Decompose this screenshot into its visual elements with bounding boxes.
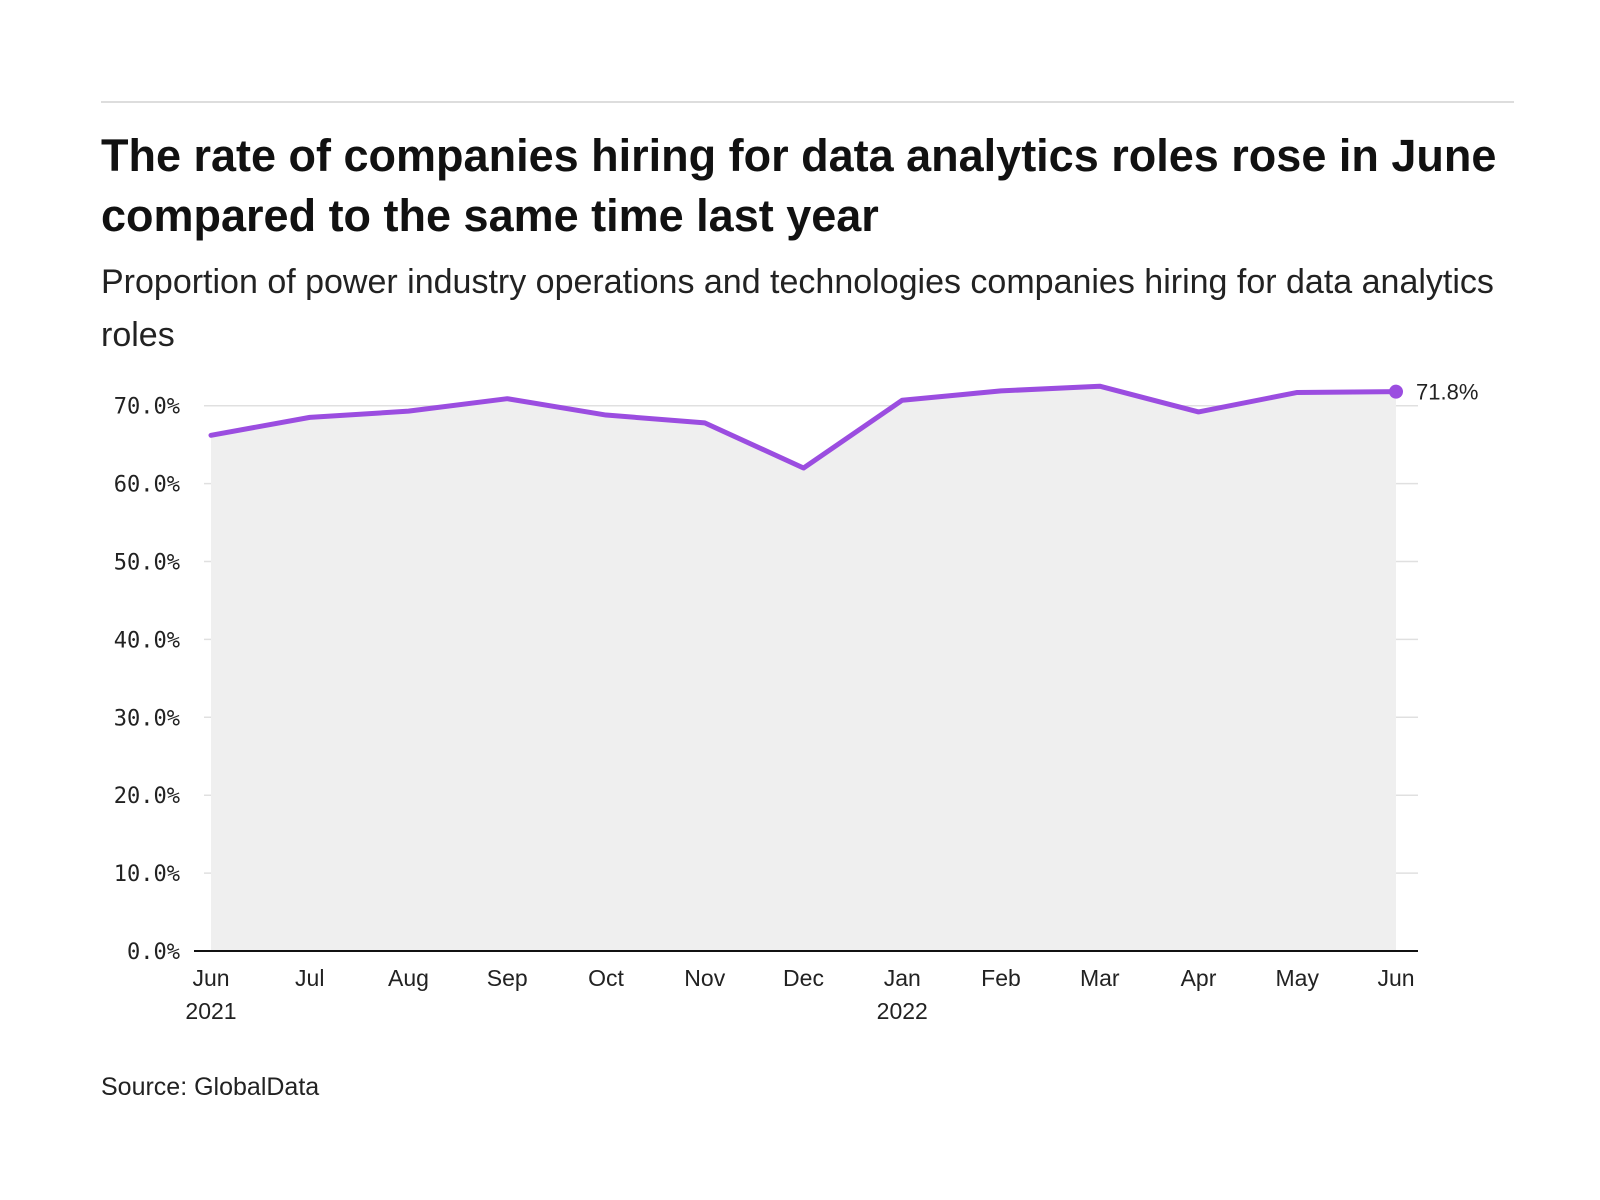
x-tick-label: Sep bbox=[487, 965, 528, 991]
chart-subtitle: Proportion of power industry operations … bbox=[101, 263, 1494, 354]
x-tick-year-label: 2022 bbox=[877, 998, 928, 1024]
x-tick-label: Jun bbox=[1377, 965, 1414, 991]
x-tick-label: Jun bbox=[192, 965, 229, 991]
top-divider bbox=[101, 101, 1514, 103]
y-tick-label: 40.0% bbox=[114, 628, 180, 653]
x-tick-label: Aug bbox=[388, 965, 429, 991]
y-tick-label: 10.0% bbox=[114, 862, 180, 887]
y-tick-label: 30.0% bbox=[114, 706, 180, 731]
x-tick-label: Jul bbox=[295, 965, 324, 991]
area-under-line bbox=[211, 386, 1396, 952]
x-tick-label: Mar bbox=[1080, 965, 1120, 991]
x-tick-label: Oct bbox=[588, 965, 624, 991]
y-tick-label: 0.0% bbox=[127, 940, 180, 965]
chart-title: The rate of companies hiring for data an… bbox=[101, 130, 1497, 241]
y-axis-ticks: 0.0% 10.0% 20.0% 30.0% 40.0% 50.0% 60.0% 70.0% bbox=[114, 395, 180, 965]
x-tick-label: Nov bbox=[684, 965, 725, 991]
y-tick-label: 20.0% bbox=[114, 784, 180, 809]
y-tick-label: 60.0% bbox=[114, 473, 180, 498]
series-line-path bbox=[208, 383, 1399, 471]
y-tick-label: 70.0% bbox=[114, 395, 180, 420]
x-tick-label: Jan bbox=[884, 965, 921, 991]
x-axis-ticks: Jun 2021 Jul Aug Sep Oct Nov Dec Jan 2022 Feb Mar Ap… bbox=[185, 965, 1414, 1024]
area-fill bbox=[211, 386, 1396, 952]
x-tick-label: May bbox=[1276, 965, 1320, 991]
y-tick-label: 50.0% bbox=[114, 551, 180, 576]
x-tick-label: Dec bbox=[783, 965, 824, 991]
x-tick-label: Apr bbox=[1181, 965, 1217, 991]
x-tick-label: Feb bbox=[981, 965, 1021, 991]
source-note: Source: GlobalData bbox=[101, 1073, 320, 1101]
last-value-label: 71.8% bbox=[1416, 380, 1478, 405]
x-tick-year-label: 2021 bbox=[185, 998, 236, 1024]
last-data-point bbox=[1389, 384, 1403, 399]
series-line bbox=[208, 383, 1399, 471]
data-points: 71.8% bbox=[1389, 380, 1478, 405]
